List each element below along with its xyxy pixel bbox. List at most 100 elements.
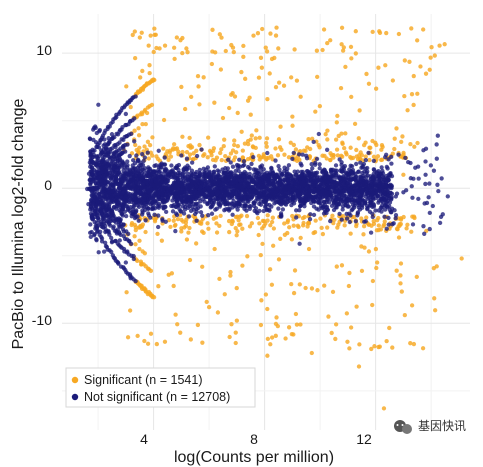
not-significant-point <box>347 167 352 172</box>
not-significant-point <box>119 195 124 200</box>
not-significant-point <box>258 199 263 204</box>
not-significant-point <box>440 212 445 217</box>
not-significant-point <box>282 177 287 182</box>
not-significant-point <box>249 161 254 167</box>
significant-point <box>329 330 334 336</box>
significant-point <box>309 350 314 356</box>
significant-point <box>290 114 295 119</box>
not-significant-point <box>226 208 232 213</box>
not-significant-point <box>300 152 305 157</box>
not-significant-point <box>206 213 211 218</box>
significant-point <box>368 145 373 150</box>
not-significant-point <box>368 200 373 205</box>
not-significant-point <box>380 168 385 173</box>
significant-point <box>374 142 379 148</box>
not-significant-point <box>427 210 432 216</box>
not-significant-point <box>158 165 163 170</box>
significant-point <box>384 30 389 36</box>
not-significant-point <box>306 173 311 178</box>
significant-point <box>257 221 262 226</box>
significant-point <box>264 136 270 141</box>
not-significant-point <box>386 215 391 221</box>
legend-not-significant-marker <box>71 393 79 401</box>
not-significant-point <box>283 186 288 192</box>
not-significant-point <box>257 208 262 214</box>
significant-point <box>180 149 185 155</box>
not-significant-point <box>222 208 227 213</box>
significant-point <box>265 218 270 223</box>
not-significant-point <box>101 219 106 224</box>
significant-point <box>297 157 302 162</box>
significant-point <box>273 33 279 38</box>
not-significant-point <box>333 163 339 168</box>
not-significant-point <box>88 222 93 227</box>
not-significant-point <box>410 222 416 227</box>
significant-point <box>132 56 138 61</box>
not-significant-point <box>109 174 114 180</box>
significant-point <box>348 154 353 160</box>
significant-point <box>239 69 244 75</box>
significant-point <box>429 45 434 50</box>
significant-point <box>146 156 151 161</box>
not-significant-point <box>345 196 351 202</box>
not-significant-point <box>253 174 259 179</box>
not-significant-point <box>256 171 262 177</box>
not-significant-point <box>221 180 226 186</box>
not-significant-point <box>334 175 339 180</box>
significant-point <box>179 84 184 90</box>
not-significant-point <box>160 195 165 200</box>
not-significant-point <box>305 178 310 183</box>
significant-point <box>263 292 269 297</box>
significant-point <box>124 290 129 295</box>
significant-point <box>182 225 187 230</box>
not-significant-point <box>115 158 120 163</box>
not-significant-point <box>371 167 376 172</box>
significant-point <box>415 140 420 146</box>
significant-point <box>312 230 318 235</box>
significant-point <box>317 104 323 109</box>
significant-point <box>314 48 320 53</box>
significant-point <box>402 93 407 99</box>
not-significant-point <box>164 180 169 185</box>
not-significant-point <box>347 211 352 216</box>
not-significant-point <box>181 166 186 172</box>
not-significant-point <box>213 207 218 212</box>
not-significant-point <box>338 186 343 191</box>
significant-point <box>222 292 227 297</box>
significant-point <box>352 121 358 126</box>
not-significant-point <box>235 165 240 170</box>
significant-point <box>172 142 177 147</box>
y-tick-label-10: 10 <box>36 42 52 58</box>
not-significant-point <box>176 171 181 176</box>
significant-point <box>409 26 414 31</box>
not-significant-point <box>274 173 279 178</box>
x-tick-labels: 4 8 12 <box>140 431 372 447</box>
not-significant-point <box>282 165 287 170</box>
not-significant-point <box>132 212 138 217</box>
significant-point <box>172 223 178 228</box>
not-significant-point <box>199 147 204 152</box>
not-significant-point <box>128 172 133 177</box>
not-significant-point <box>297 188 302 193</box>
significant-point <box>235 110 240 116</box>
not-significant-point <box>227 195 232 201</box>
not-significant-point <box>112 166 117 172</box>
significant-point <box>336 222 341 227</box>
not-significant-point <box>300 187 306 192</box>
significant-point <box>356 136 361 141</box>
significant-point <box>300 215 306 221</box>
not-significant-point <box>280 207 286 212</box>
not-significant-point <box>126 231 131 237</box>
not-significant-point <box>121 222 126 227</box>
not-significant-point <box>247 171 252 177</box>
not-significant-point <box>337 157 342 162</box>
significant-point <box>381 223 386 229</box>
significant-point <box>335 113 340 118</box>
significant-point <box>194 148 199 153</box>
significant-point <box>370 29 375 35</box>
not-significant-point <box>304 169 310 174</box>
not-significant-point <box>261 167 266 172</box>
significant-point <box>187 152 193 157</box>
not-significant-point <box>115 227 120 232</box>
